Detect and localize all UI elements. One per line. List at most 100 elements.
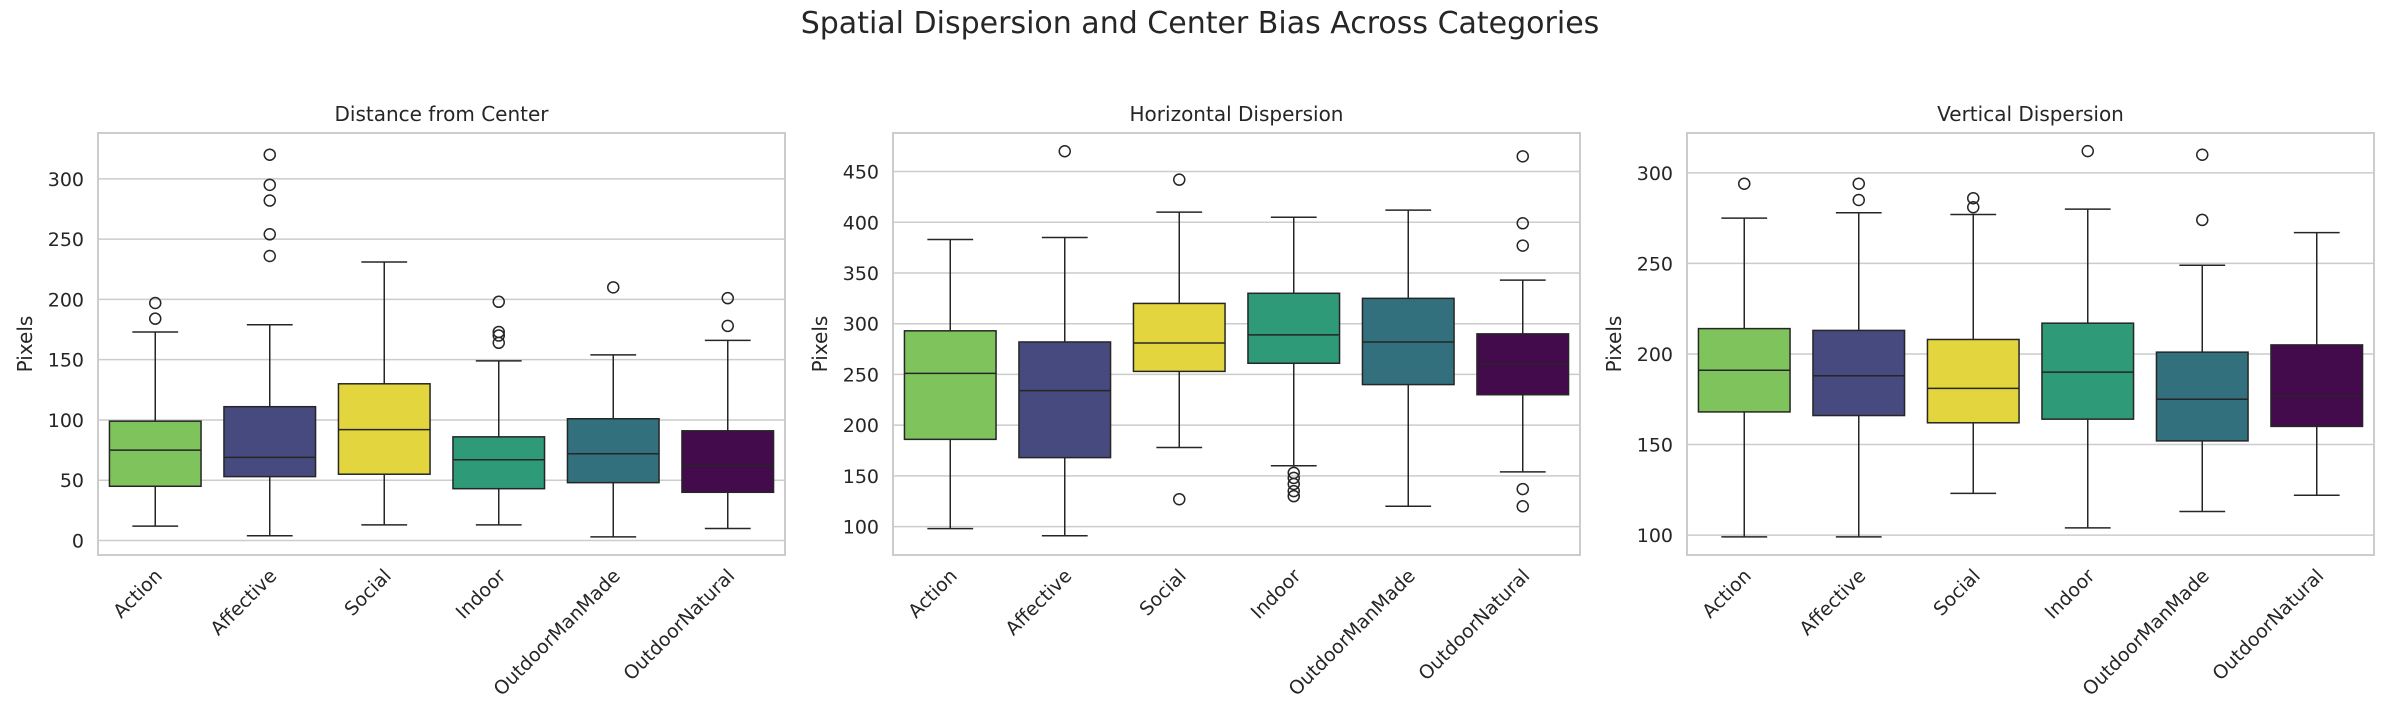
box-social xyxy=(1926,191,2020,495)
axes-frame xyxy=(892,132,1581,556)
box-outdoornatural xyxy=(681,291,775,530)
outlier-point xyxy=(1852,177,1865,190)
y-tick-label: 450 xyxy=(843,162,879,184)
outlier-point xyxy=(492,329,505,342)
box-iqr xyxy=(903,330,997,441)
box-iqr xyxy=(452,436,546,490)
x-tick-label: Indoor xyxy=(452,565,511,624)
outlier-point xyxy=(149,312,162,325)
box-outdoornatural xyxy=(1476,150,1570,513)
outlier-point xyxy=(2196,148,2209,161)
box-iqr xyxy=(2041,322,2135,420)
y-tick-label: 100 xyxy=(843,517,879,539)
y-tick-label: 250 xyxy=(843,364,879,386)
x-tick-label: Social xyxy=(1929,565,1984,620)
y-tick-label: 200 xyxy=(1637,344,1673,366)
box-indoor xyxy=(1247,216,1341,503)
outlier-point xyxy=(1287,489,1300,503)
y-tick-label: 150 xyxy=(843,466,879,488)
y-tick-label: 200 xyxy=(48,289,84,311)
x-tick-label: OutdoorManMade xyxy=(1284,565,1419,700)
y-tick-label: 200 xyxy=(843,415,879,437)
box-affective xyxy=(1812,177,1906,538)
x-tick-label: Affective xyxy=(206,565,281,640)
y-tick-label: 50 xyxy=(60,470,84,492)
outlier-point xyxy=(1287,484,1300,498)
outlier-point xyxy=(492,325,505,339)
outlier-point xyxy=(263,178,276,192)
y-tick-label: 350 xyxy=(843,263,879,285)
box-indoor xyxy=(452,295,546,526)
box-action xyxy=(108,296,202,527)
outlier-point xyxy=(721,319,734,333)
box-iqr xyxy=(1812,329,1906,417)
outlier-point xyxy=(1287,471,1300,485)
outlier-point xyxy=(1852,193,1865,207)
x-tick-label: OutdoorManMade xyxy=(489,565,624,700)
x-tick-label: Indoor xyxy=(1247,565,1306,624)
box-outdoormanmade xyxy=(566,281,660,538)
y-axis-label: Pixels xyxy=(808,316,832,373)
x-tick-label: OutdoorNatural xyxy=(619,565,739,685)
outlier-point xyxy=(607,281,620,294)
box-iqr xyxy=(108,420,202,488)
y-tick-label: 300 xyxy=(843,314,879,336)
box-social xyxy=(337,261,431,526)
x-tick-label: Affective xyxy=(1001,565,1076,640)
outlier-point xyxy=(263,228,276,241)
box-iqr xyxy=(2155,351,2249,442)
outlier-point xyxy=(1967,191,1980,205)
y-tick-label: 300 xyxy=(1637,163,1673,185)
x-tick-label: Indoor xyxy=(2041,565,2100,624)
outlier-point xyxy=(263,148,276,161)
outlier-point xyxy=(1058,145,1071,158)
y-tick-label: 300 xyxy=(48,169,84,191)
outlier-point xyxy=(1173,492,1186,506)
x-tick-label: OutdoorNatural xyxy=(2208,565,2328,685)
outlier-point xyxy=(1516,217,1529,230)
x-tick-label: Action xyxy=(1698,565,1756,623)
x-tick-label: Action xyxy=(109,565,167,623)
y-axis-label: Pixels xyxy=(1602,316,1626,373)
outlier-point xyxy=(2196,213,2209,227)
x-tick-label: Action xyxy=(904,565,962,623)
x-tick-label: OutdoorNatural xyxy=(1414,565,1534,685)
box-action xyxy=(1697,177,1791,538)
outlier-point xyxy=(1738,177,1751,190)
box-iqr xyxy=(223,405,317,478)
y-tick-label: 150 xyxy=(48,350,84,372)
outlier-point xyxy=(1516,482,1529,496)
outlier-point xyxy=(1173,173,1186,186)
outlier-point xyxy=(263,249,276,263)
box-outdoornatural xyxy=(2270,231,2364,496)
outlier-point xyxy=(1967,201,1980,214)
x-tick-label: Affective xyxy=(1795,565,1870,640)
box-iqr xyxy=(2270,344,2364,428)
chart-panel-distance-from-center: 0 50 100 150 200 250 300 Distance from Center Pi… xyxy=(13,102,786,700)
y-tick-label: 250 xyxy=(48,229,84,251)
box-iqr xyxy=(1247,292,1341,365)
box-outdoormanmade xyxy=(1361,209,1455,508)
y-tick-label: 100 xyxy=(48,410,84,432)
box-social xyxy=(1132,173,1226,506)
y-tick-label: 150 xyxy=(1637,435,1673,457)
chart-title: Vertical Dispersion xyxy=(1937,102,2124,126)
chart-panel-horizontal-dispersion: 100 150 200 250 300 350 400 450 Horizontal Dispe… xyxy=(808,102,1581,700)
box-iqr xyxy=(1132,302,1226,373)
box-iqr xyxy=(1926,338,2020,424)
box-outdoormanmade xyxy=(2155,148,2249,513)
box-iqr xyxy=(1018,341,1112,459)
outlier-point xyxy=(1516,239,1529,252)
y-tick-label: 250 xyxy=(1637,253,1673,275)
chart-title: Horizontal Dispersion xyxy=(1130,102,1344,126)
y-axis-label: Pixels xyxy=(13,316,37,373)
y-tick-label: 100 xyxy=(1637,525,1673,547)
box-affective xyxy=(1018,145,1112,537)
outlier-point xyxy=(1516,500,1529,513)
box-iqr xyxy=(566,418,660,484)
box-affective xyxy=(223,148,317,537)
outlier-point xyxy=(149,296,162,310)
x-tick-label: Social xyxy=(1135,565,1190,620)
y-tick-label: 400 xyxy=(843,212,879,234)
outlier-point xyxy=(2081,144,2094,158)
